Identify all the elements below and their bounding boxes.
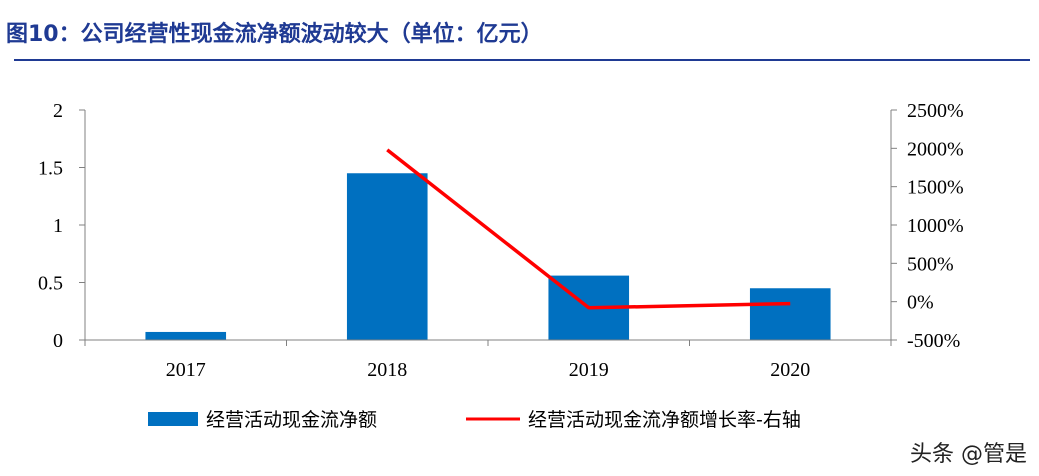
title-divider (14, 59, 1030, 61)
watermark: 头条 @管是 (910, 442, 1027, 467)
x-axis-tick-label: 2018 (367, 359, 407, 381)
bar (346, 173, 428, 340)
right-axis-tick-label: 0% (907, 292, 934, 314)
x-axis-tick-label: 2020 (770, 359, 810, 381)
bar (145, 331, 227, 340)
x-axis-tick-label: 2017 (166, 359, 206, 381)
x-axis-tick-label: 2019 (569, 359, 609, 381)
legend-bar-label: 经营活动现金流净额 (206, 409, 377, 431)
right-axis-tick-label: 2500% (907, 100, 964, 122)
legend-line-label: 经营活动现金流净额增长率-右轴 (528, 409, 801, 431)
left-axis-tick-label: 1 (53, 215, 63, 237)
growth-rate-line (386, 148, 791, 310)
left-axis-tick-label: 2 (53, 100, 63, 122)
right-axis-tick-label: 2000% (907, 138, 964, 160)
left-axis-tick-label: 0.5 (38, 273, 63, 295)
figure-title: 图10：公司经营性现金流净额波动较大（单位：亿元） (6, 22, 543, 47)
left-axis-tick-label: 1.5 (38, 158, 63, 180)
legend-bar-swatch (148, 412, 198, 426)
right-axis-tick-label: 1000% (907, 215, 964, 237)
left-axis-tick-label: 0 (53, 330, 63, 352)
bar (749, 288, 831, 340)
right-axis-tick-label: 500% (907, 253, 954, 275)
right-axis-tick-label: 1500% (907, 177, 964, 199)
right-axis-tick-label: -500% (907, 330, 960, 352)
